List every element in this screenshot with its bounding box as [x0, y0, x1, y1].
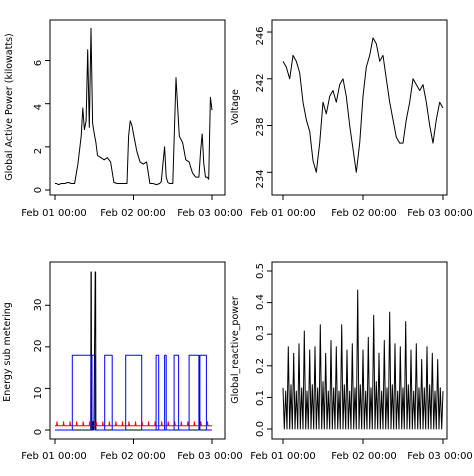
x-tick-label-global-active-power-feb02: Feb 02 00:00: [100, 208, 166, 219]
ylabel-global-reactive-power: Global_reactive_power: [230, 296, 241, 404]
plot-box-global-active-power: [49, 19, 226, 196]
y-tick-label-global-reactive-power-0-1: 0.1: [255, 390, 266, 406]
x-tick-label-energy-sub-metering-feb01: Feb 01 00:00: [21, 451, 87, 462]
ylabel-voltage: Voltage: [230, 89, 241, 125]
y-tick-label-voltage-234: 234: [255, 169, 266, 188]
y-tick-label-global-reactive-power-0-3: 0.3: [255, 325, 266, 341]
y-tick-label-global-active-power-6: 6: [33, 60, 44, 66]
x-tick-label-global-active-power-feb03: Feb 03 00:00: [177, 208, 243, 219]
y-tick-label-energy-sub-metering-10: 10: [33, 387, 44, 400]
ylabel-energy-sub-metering: Energy sub metering: [2, 302, 13, 402]
x-tick-label-energy-sub-metering-feb03: Feb 03 00:00: [177, 451, 243, 462]
x-tick-label-voltage-feb02: Feb 02 00:00: [331, 208, 397, 219]
series-line-global-active-power-0: [55, 27, 213, 186]
series-line-voltage-0: [282, 37, 444, 173]
plot-box-global-reactive-power: [271, 261, 448, 440]
x-tick-label-global-reactive-power-feb02: Feb 02 00:00: [331, 451, 397, 462]
x-tick-label-energy-sub-metering-feb02: Feb 02 00:00: [100, 451, 166, 462]
y-tick-label-global-reactive-power-0-5: 0.5: [255, 263, 266, 279]
series-line-energy-sub-metering-1: [55, 421, 212, 427]
x-tick-label-voltage-feb03: Feb 03 00:00: [407, 208, 473, 219]
y-tick-label-global-active-power-2: 2: [33, 148, 44, 154]
x-tick-label-global-reactive-power-feb01: Feb 01 00:00: [250, 451, 316, 462]
x-tick-label-global-active-power-feb01: Feb 01 00:00: [21, 208, 87, 219]
y-tick-label-voltage-242: 242: [255, 73, 266, 92]
panel-voltage: Voltage 234 238 242 246 Feb 01 00:00 Feb…: [230, 19, 473, 219]
x-tick-label-voltage-feb01: Feb 01 00:00: [250, 208, 316, 219]
y-tick-label-global-reactive-power-0-0: 0.0: [255, 421, 266, 437]
series-line-energy-sub-metering-2: [55, 354, 212, 431]
y-tick-label-energy-sub-metering-0: 0: [33, 429, 44, 435]
panel-global-active-power: Global Active Power (kilowatts) 0 2 4 6 …: [4, 19, 243, 219]
y-tick-label-voltage-246: 246: [255, 26, 266, 45]
panel-energy-sub-metering: Energy sub metering 0 10 20 30 Feb 01 00…: [2, 261, 243, 462]
y-tick-label-voltage-238: 238: [255, 117, 266, 136]
y-tick-label-global-active-power-0: 0: [33, 187, 44, 193]
plot-box-voltage: [271, 19, 448, 196]
y-tick-label-global-reactive-power-0-4: 0.4: [255, 294, 266, 310]
plot-box-energy-sub-metering: [49, 261, 226, 440]
series-line-global-reactive-power-0: [282, 289, 444, 430]
y-tick-label-global-active-power-4: 4: [33, 104, 44, 110]
ylabel-global-active-power: Global Active Power (kilowatts): [4, 33, 15, 180]
x-tick-label-global-reactive-power-feb03: Feb 03 00:00: [407, 451, 473, 462]
y-tick-label-energy-sub-metering-30: 30: [33, 299, 44, 312]
panel-global-reactive-power: Global_reactive_power 0.0 0.1 0.2 0.3 0.…: [230, 261, 473, 462]
y-tick-label-global-reactive-power-0-2: 0.2: [255, 358, 266, 374]
series-line-energy-sub-metering-0: [55, 271, 212, 431]
y-tick-label-energy-sub-metering-20: 20: [33, 340, 44, 353]
